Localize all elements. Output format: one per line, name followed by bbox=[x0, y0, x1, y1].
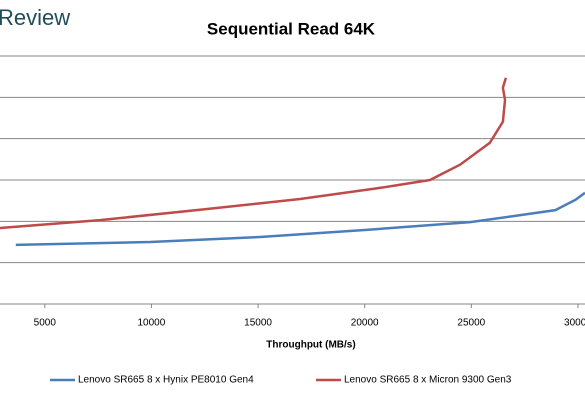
series-line bbox=[0, 77, 508, 230]
x-axis-label: Throughput (MB/s) bbox=[266, 340, 355, 351]
chart-title: Sequential Read 64K bbox=[207, 19, 376, 38]
x-tick-label: 15000 bbox=[244, 318, 272, 329]
x-tick-label: 20000 bbox=[351, 318, 379, 329]
legend-label: Lenovo SR665 8 x Micron 9300 Gen3 bbox=[344, 375, 512, 386]
series-line bbox=[15, 191, 585, 247]
x-tick-label: 5000 bbox=[34, 318, 57, 329]
x-tick-label: 10000 bbox=[138, 318, 166, 329]
x-tick-label: 25000 bbox=[457, 318, 485, 329]
legend-label: Lenovo SR665 8 x Hynix PE8010 Gen4 bbox=[78, 375, 254, 386]
brand-logo: Review bbox=[0, 5, 70, 30]
x-tick-label: 30000 bbox=[564, 318, 585, 329]
